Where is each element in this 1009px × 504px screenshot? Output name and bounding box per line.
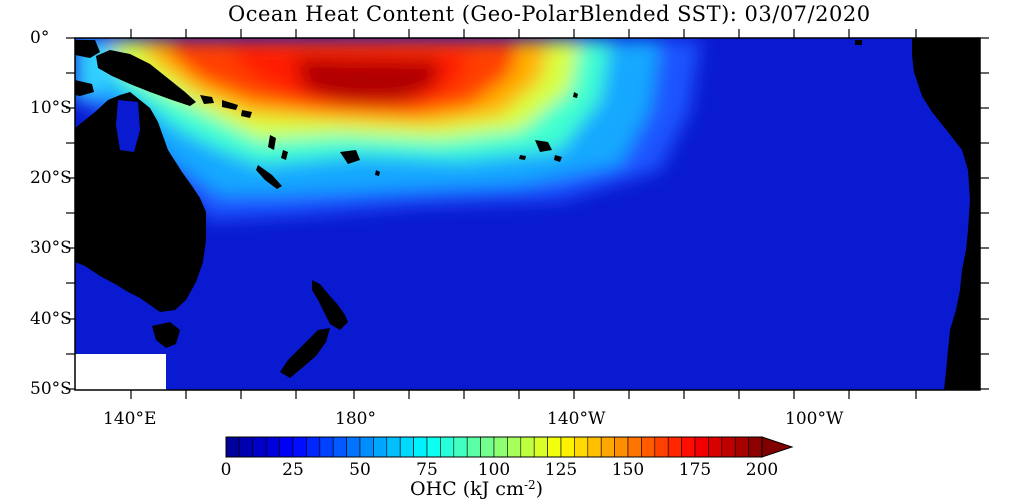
colorbar-cell	[373, 436, 388, 458]
colorbar-cell	[225, 436, 240, 458]
lon-label-100w: 100°W	[785, 409, 844, 429]
colorbar-cell	[493, 436, 508, 458]
colorbar-cell	[694, 436, 709, 458]
colorbar-cell	[306, 436, 321, 458]
colorbar-tick-75: 75	[416, 460, 438, 480]
pacific-islands	[200, 40, 862, 189]
colorbar-cell	[574, 436, 589, 458]
colorbar-cell	[533, 436, 548, 458]
colorbar-cell	[667, 436, 682, 458]
colorbar-cell	[520, 436, 535, 458]
colorbar-extend-arrow	[761, 436, 794, 458]
colorbar-cell	[600, 436, 615, 458]
map-frame	[74, 37, 981, 391]
colorbar-cell	[614, 436, 629, 458]
colorbar-tick-50: 50	[349, 460, 371, 480]
colorbar-cell	[426, 436, 441, 458]
colorbar-cell	[627, 436, 642, 458]
colorbar-title-exponent: -2	[523, 478, 536, 492]
axis-ticks	[66, 29, 989, 399]
lon-label-180: 180°	[335, 409, 376, 429]
colorbar-cell	[466, 436, 481, 458]
colorbar-cell	[292, 436, 307, 458]
colorbar-tick-25: 25	[282, 460, 304, 480]
colorbar-cell	[239, 436, 254, 458]
colorbar-cell	[708, 436, 723, 458]
colorbar-cell	[386, 436, 401, 458]
colorbar-frame	[225, 436, 763, 458]
colorbar-cell	[507, 436, 522, 458]
colorbar-cell	[252, 436, 267, 458]
colorbar-cell	[346, 436, 361, 458]
colorbar-cell	[440, 436, 455, 458]
colorbar-cell	[319, 436, 334, 458]
south-america-landmass	[912, 38, 980, 390]
new-guinea	[96, 50, 196, 106]
colorbar-tick-0: 0	[220, 460, 232, 480]
colorbar-cell	[480, 436, 495, 458]
australia-landmass	[75, 92, 206, 312]
colorbar-tick-100: 100	[477, 460, 511, 480]
colorbar-cell	[399, 436, 414, 458]
colorbar-cell	[721, 436, 736, 458]
colorbar-cell	[734, 436, 749, 458]
colorbar-cell	[453, 436, 468, 458]
colorbar-cell	[560, 436, 575, 458]
lon-label-140w: 140°W	[547, 409, 606, 429]
colorbar-cell	[413, 436, 428, 458]
heat-field	[75, 40, 700, 220]
colorbar-cell	[641, 436, 656, 458]
colorbar-cell	[359, 436, 374, 458]
colorbar-tick-150: 150	[611, 460, 645, 480]
lon-label-140e: 140°E	[103, 409, 157, 429]
lat-label-40s: 40°S	[30, 309, 72, 329]
colorbar-title: OHC (kJ cm-2)	[410, 478, 544, 500]
colorbar-cell	[681, 436, 696, 458]
new-zealand-north	[312, 280, 348, 330]
colorbar-cell	[654, 436, 669, 458]
lat-label-50s: 50°S	[30, 379, 72, 399]
colorbar-cell	[332, 436, 347, 458]
colorbar-cell	[547, 436, 562, 458]
lat-label-10s: 10°S	[30, 98, 72, 118]
tasmania	[152, 322, 180, 348]
colorbar-cell	[748, 436, 763, 458]
lat-label-30s: 30°S	[30, 238, 72, 258]
colorbar-tick-125: 125	[544, 460, 578, 480]
colorbar-tick-200: 200	[745, 460, 779, 480]
colorbar-cell	[279, 436, 294, 458]
missing-data-region	[75, 354, 166, 390]
new-zealand-south	[280, 328, 330, 378]
lat-label-20s: 20°S	[30, 168, 72, 188]
colorbar-cell	[587, 436, 602, 458]
colorbar-cell	[265, 436, 280, 458]
colorbar-tick-175: 175	[678, 460, 712, 480]
map-title: Ocean Heat Content (Geo-PolarBlended SST…	[228, 2, 871, 26]
lat-label-0: 0°	[30, 28, 50, 48]
